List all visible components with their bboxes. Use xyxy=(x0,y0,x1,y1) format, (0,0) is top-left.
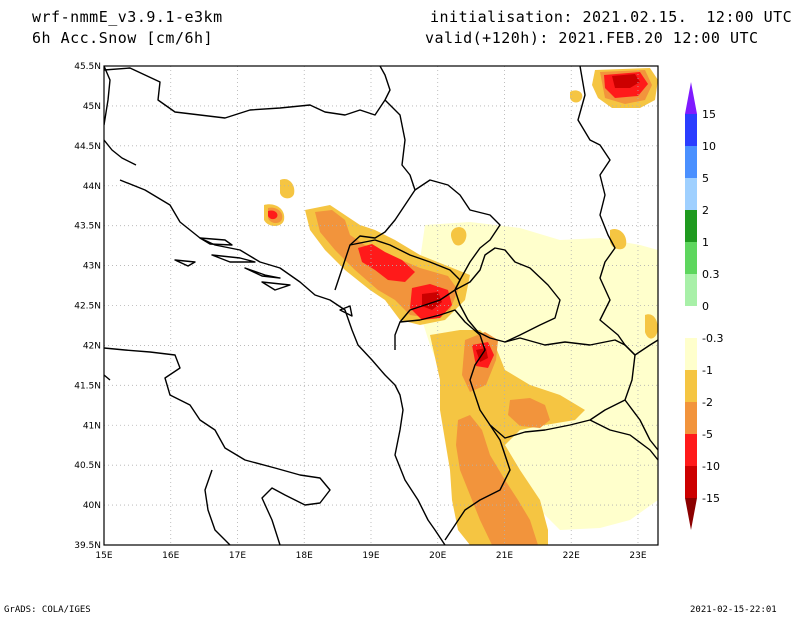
snow-region-darkred xyxy=(612,74,640,88)
lat-tick-label: 41.5N xyxy=(74,381,101,391)
albania-border xyxy=(399,309,511,541)
snow-region-red xyxy=(358,244,415,282)
montenegro-border xyxy=(349,239,461,350)
colorbar-swatch xyxy=(685,434,697,466)
lat-tick-label: 42.5N xyxy=(74,302,101,312)
colorbar-label: -1 xyxy=(702,364,713,377)
snow-region-light xyxy=(420,222,658,530)
island-outline xyxy=(199,237,233,246)
latitude-ticks: 39.5N 40N 40.5N 41N 41.5N 42N 42.5N 43N 43.5N 44N… xyxy=(74,62,101,551)
lon-tick-label: 16E xyxy=(162,551,179,561)
bosnia-border xyxy=(104,66,391,119)
snow-region-yellow xyxy=(645,314,658,339)
colorbar-label: 1 xyxy=(702,236,709,249)
colorbar-swatch xyxy=(685,306,697,338)
timestamp-text: 2021-02-15-22:01 xyxy=(690,605,777,615)
colorbar-bottom-arrow xyxy=(685,498,697,530)
snow-region-yellow xyxy=(280,178,295,199)
lon-tick-label: 22E xyxy=(563,551,580,561)
italy-heel-coastline xyxy=(104,374,231,545)
colorbar-label: 10 xyxy=(702,140,716,153)
variable-title: 6h Acc.Snow [cm/6h] xyxy=(32,29,214,47)
colorbar-swatch xyxy=(685,370,697,402)
valid-time-text: valid(+120h): 2021.FEB.20 12:00 UTC xyxy=(425,29,759,47)
model-title: wrf-nmmE_v3.9.1-e3km xyxy=(32,8,223,26)
snow-region-orange xyxy=(456,415,538,545)
italy-coastline xyxy=(104,347,331,545)
credit-text: GrADS: COLA/IGES xyxy=(4,605,91,615)
lat-tick-label: 44.5N xyxy=(74,142,101,152)
map-frame xyxy=(103,65,659,546)
kosovo-border xyxy=(454,247,561,343)
lat-tick-label: 40.5N xyxy=(74,461,101,471)
colorbar-label: -2 xyxy=(702,396,713,409)
colorbar: 15 10 5 2 1 0.3 0 -0.3 -1 -2 -5 -10 -15 xyxy=(685,82,723,530)
colorbar-swatch xyxy=(685,114,697,146)
snow-region-yellow xyxy=(450,227,467,246)
serbia-border xyxy=(414,179,501,291)
island-outline xyxy=(339,305,353,317)
longitude-ticks: 15E 16E 17E 18E 19E 20E 21E 22E 23E xyxy=(95,551,646,561)
bosnia-border xyxy=(334,99,416,291)
lat-tick-label: 42N xyxy=(83,341,101,351)
lat-tick-label: 39.5N xyxy=(74,541,101,551)
island-outline xyxy=(244,267,281,279)
lat-tick-label: 43N xyxy=(83,262,101,272)
colorbar-swatch xyxy=(685,210,697,242)
lon-tick-label: 20E xyxy=(429,551,446,561)
snow-region-orange xyxy=(508,398,550,428)
map-lines xyxy=(104,66,658,545)
snow-region-red xyxy=(268,210,278,220)
colorbar-label: 0.3 xyxy=(702,268,720,281)
serbia-east-border xyxy=(577,66,636,356)
colorbar-label: 2 xyxy=(702,204,709,217)
snow-region-yellow xyxy=(610,228,627,250)
lon-tick-label: 17E xyxy=(229,551,246,561)
island-outline xyxy=(174,259,196,267)
lon-tick-label: 23E xyxy=(629,551,646,561)
island-outline xyxy=(211,254,256,263)
bulgaria-border xyxy=(624,339,658,451)
colorbar-label: -15 xyxy=(702,492,720,505)
colorbar-swatch xyxy=(685,146,697,178)
colorbar-swatch xyxy=(685,274,697,306)
lon-tick-label: 19E xyxy=(362,551,379,561)
grid-lines xyxy=(104,66,658,545)
snow-region-yellow xyxy=(570,90,583,103)
colorbar-swatch xyxy=(685,178,697,210)
lat-tick-label: 41N xyxy=(83,421,101,431)
lon-tick-label: 18E xyxy=(296,551,313,561)
colorbar-swatch xyxy=(685,402,697,434)
island-outline xyxy=(261,281,291,291)
greece-border xyxy=(589,419,658,461)
lat-tick-label: 45N xyxy=(83,102,101,112)
lon-tick-label: 15E xyxy=(95,551,112,561)
colorbar-swatch xyxy=(685,466,697,498)
lat-tick-label: 43.5N xyxy=(74,222,101,232)
colorbar-label: 15 xyxy=(702,108,716,121)
north-macedonia-border xyxy=(489,337,636,439)
initialisation-text: initialisation: 2021.02.15. 12:00 UTC xyxy=(430,8,793,26)
colorbar-label: -0.3 xyxy=(702,332,723,345)
colorbar-label: 0 xyxy=(702,300,709,313)
lon-tick-label: 21E xyxy=(496,551,513,561)
colorbar-swatch xyxy=(685,242,697,274)
colorbar-top-arrow xyxy=(685,82,697,114)
colorbar-label: -5 xyxy=(702,428,713,441)
colorbar-label: -10 xyxy=(702,460,720,473)
colorbar-swatch xyxy=(685,338,697,370)
lat-tick-label: 45.5N xyxy=(74,62,101,72)
lat-tick-label: 40N xyxy=(83,501,101,511)
colorbar-label: 5 xyxy=(702,172,709,185)
lat-tick-label: 44N xyxy=(83,182,101,192)
